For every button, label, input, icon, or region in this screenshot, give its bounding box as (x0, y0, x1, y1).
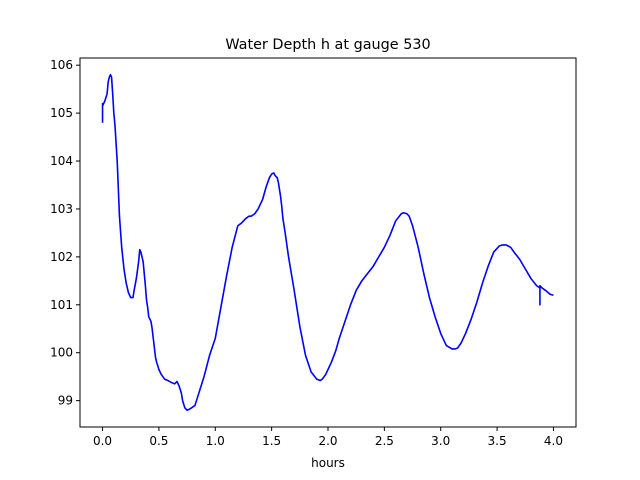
y-tick-label: 105 (50, 106, 73, 120)
plot-frame (79, 57, 577, 428)
x-tick-label: 0.0 (93, 434, 112, 448)
y-tick-label: 102 (50, 250, 73, 264)
x-axis-label: hours (311, 456, 345, 470)
y-tick-label: 100 (50, 346, 73, 360)
x-tick-label: 2.5 (375, 434, 394, 448)
y-axis: 99 100 101 102 103 104 105 106 (50, 58, 80, 408)
x-tick-label: 3.5 (488, 434, 507, 448)
series-line (101, 73, 554, 412)
y-tick-label: 101 (50, 298, 73, 312)
x-tick-label: 3.0 (431, 434, 450, 448)
y-tick-label: 103 (50, 202, 73, 216)
y-tick-label: 104 (50, 154, 73, 168)
x-tick-label: 2.0 (318, 434, 337, 448)
x-tick-label: 0.5 (149, 434, 168, 448)
y-tick-label: 106 (50, 58, 73, 72)
x-tick-label: 1.5 (262, 434, 281, 448)
plot-area (101, 73, 554, 412)
y-tick-label: 99 (58, 394, 73, 408)
x-axis: 0.0 0.5 1.0 1.5 2.0 2.5 3.0 3.5 4.0 (93, 427, 563, 448)
chart-title: Water Depth h at gauge 530 (225, 37, 430, 53)
x-tick-label: 1.0 (206, 434, 225, 448)
x-tick-label: 4.0 (544, 434, 563, 448)
